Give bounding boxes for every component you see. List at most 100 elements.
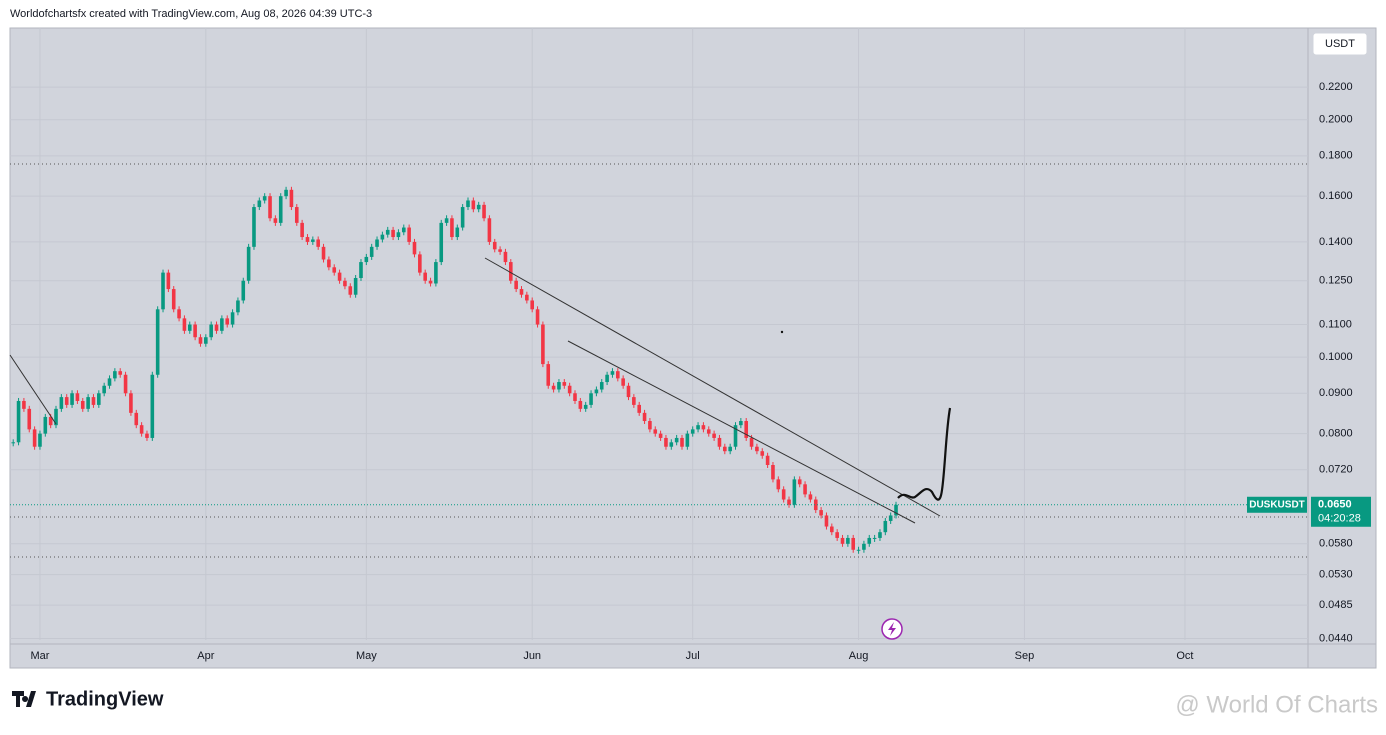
currency[interactable]: USDT <box>1325 38 1355 50</box>
candle-body <box>305 237 310 242</box>
candle-body <box>54 408 58 426</box>
candle-body <box>155 309 160 375</box>
candle-body <box>888 515 893 521</box>
candle-body <box>80 400 85 409</box>
currency-button[interactable] <box>1312 32 1368 56</box>
candle-body <box>311 239 315 242</box>
countdown: 04:20:28 <box>1318 513 1361 525</box>
candle-body <box>59 397 64 409</box>
candle-body <box>819 510 823 516</box>
candle-body <box>16 400 21 443</box>
symbol-label: DUSKUSDT <box>1249 499 1305 510</box>
candle-body <box>262 196 267 201</box>
candle-body <box>599 382 604 390</box>
x-tick-label: Apr <box>197 650 214 662</box>
candle-body <box>562 382 567 386</box>
candle-body <box>32 429 37 447</box>
candle-body <box>632 397 636 405</box>
candle-body <box>744 421 749 438</box>
header: Worldofchartsfx created with TradingView… <box>10 8 372 20</box>
candle-body <box>134 412 139 426</box>
candle-body <box>867 537 872 544</box>
candle-body <box>476 204 481 210</box>
candle-body <box>594 389 599 394</box>
x-tick-label: Mar <box>30 650 49 662</box>
watermark: @ World Of Charts <box>1175 691 1378 718</box>
candle-body <box>118 371 123 375</box>
y-tick-label: 0.1000 <box>1319 351 1353 363</box>
candle-body <box>401 227 406 233</box>
y-tick-label: 0.0580 <box>1319 538 1353 550</box>
candle-body <box>38 433 42 447</box>
candle-body <box>669 442 674 447</box>
candle-body <box>214 324 219 331</box>
candle-body <box>840 537 845 544</box>
candle-body <box>739 421 743 426</box>
candle-body <box>166 272 171 290</box>
candle-body <box>514 280 518 290</box>
x-tick-label: Aug <box>849 650 869 662</box>
candle-body <box>455 227 460 238</box>
candle-body <box>294 207 299 223</box>
y-tick-label: 0.2000 <box>1319 114 1353 126</box>
candle-body <box>369 246 374 257</box>
candle-body <box>439 222 444 263</box>
y-tick-label: 0.0900 <box>1319 387 1353 399</box>
candle-body <box>225 318 230 325</box>
candle-body <box>316 239 320 247</box>
candle-body <box>43 416 48 434</box>
candle-body <box>450 218 454 238</box>
candle-body <box>498 249 502 252</box>
candle-body <box>273 218 278 223</box>
candle-body <box>129 393 133 413</box>
candle-body <box>434 262 438 284</box>
y-tick-label: 0.0800 <box>1319 428 1353 440</box>
candle-body <box>487 218 492 242</box>
candle-body <box>813 499 818 511</box>
candle-body <box>492 241 497 250</box>
candle-body <box>835 532 839 538</box>
candle-body <box>589 393 593 405</box>
candle-body <box>171 289 176 310</box>
candle-body <box>107 378 112 386</box>
candle-body <box>690 429 695 434</box>
candle-body <box>380 234 385 240</box>
candle-body <box>658 433 663 438</box>
candle-body <box>321 246 326 260</box>
candle-body <box>546 364 551 386</box>
candle-body <box>557 382 561 390</box>
candle-body <box>567 385 572 394</box>
candle-body <box>91 397 96 405</box>
candle-body <box>332 267 337 273</box>
candle-body <box>418 254 422 273</box>
candle-body <box>466 200 470 208</box>
logo: TradingView <box>12 688 164 710</box>
candle-body <box>573 393 577 401</box>
candle-body <box>680 437 684 447</box>
candle-body <box>872 537 877 539</box>
candle-body <box>123 374 128 394</box>
y-tick-label: 0.0485 <box>1319 599 1353 611</box>
candle-body <box>278 196 283 223</box>
candle-body <box>444 218 449 223</box>
candle-body <box>348 286 353 295</box>
candle-body <box>851 537 856 550</box>
candle-body <box>423 272 427 281</box>
last-price-box <box>1311 496 1371 527</box>
candle-body <box>696 425 700 430</box>
candle-body <box>862 543 866 550</box>
candle-body <box>241 280 246 301</box>
dot <box>780 330 784 334</box>
candle-body <box>97 393 101 405</box>
x-tick-label: Sep <box>1015 650 1035 662</box>
candle-body <box>776 479 781 490</box>
candle-body <box>460 207 465 228</box>
candle-body <box>653 429 658 434</box>
candle-body <box>471 200 476 210</box>
candle-body <box>781 489 786 500</box>
candle-body <box>578 400 583 409</box>
projection-drawing <box>897 407 952 501</box>
candle-body <box>268 196 272 219</box>
candle-body <box>583 404 588 409</box>
